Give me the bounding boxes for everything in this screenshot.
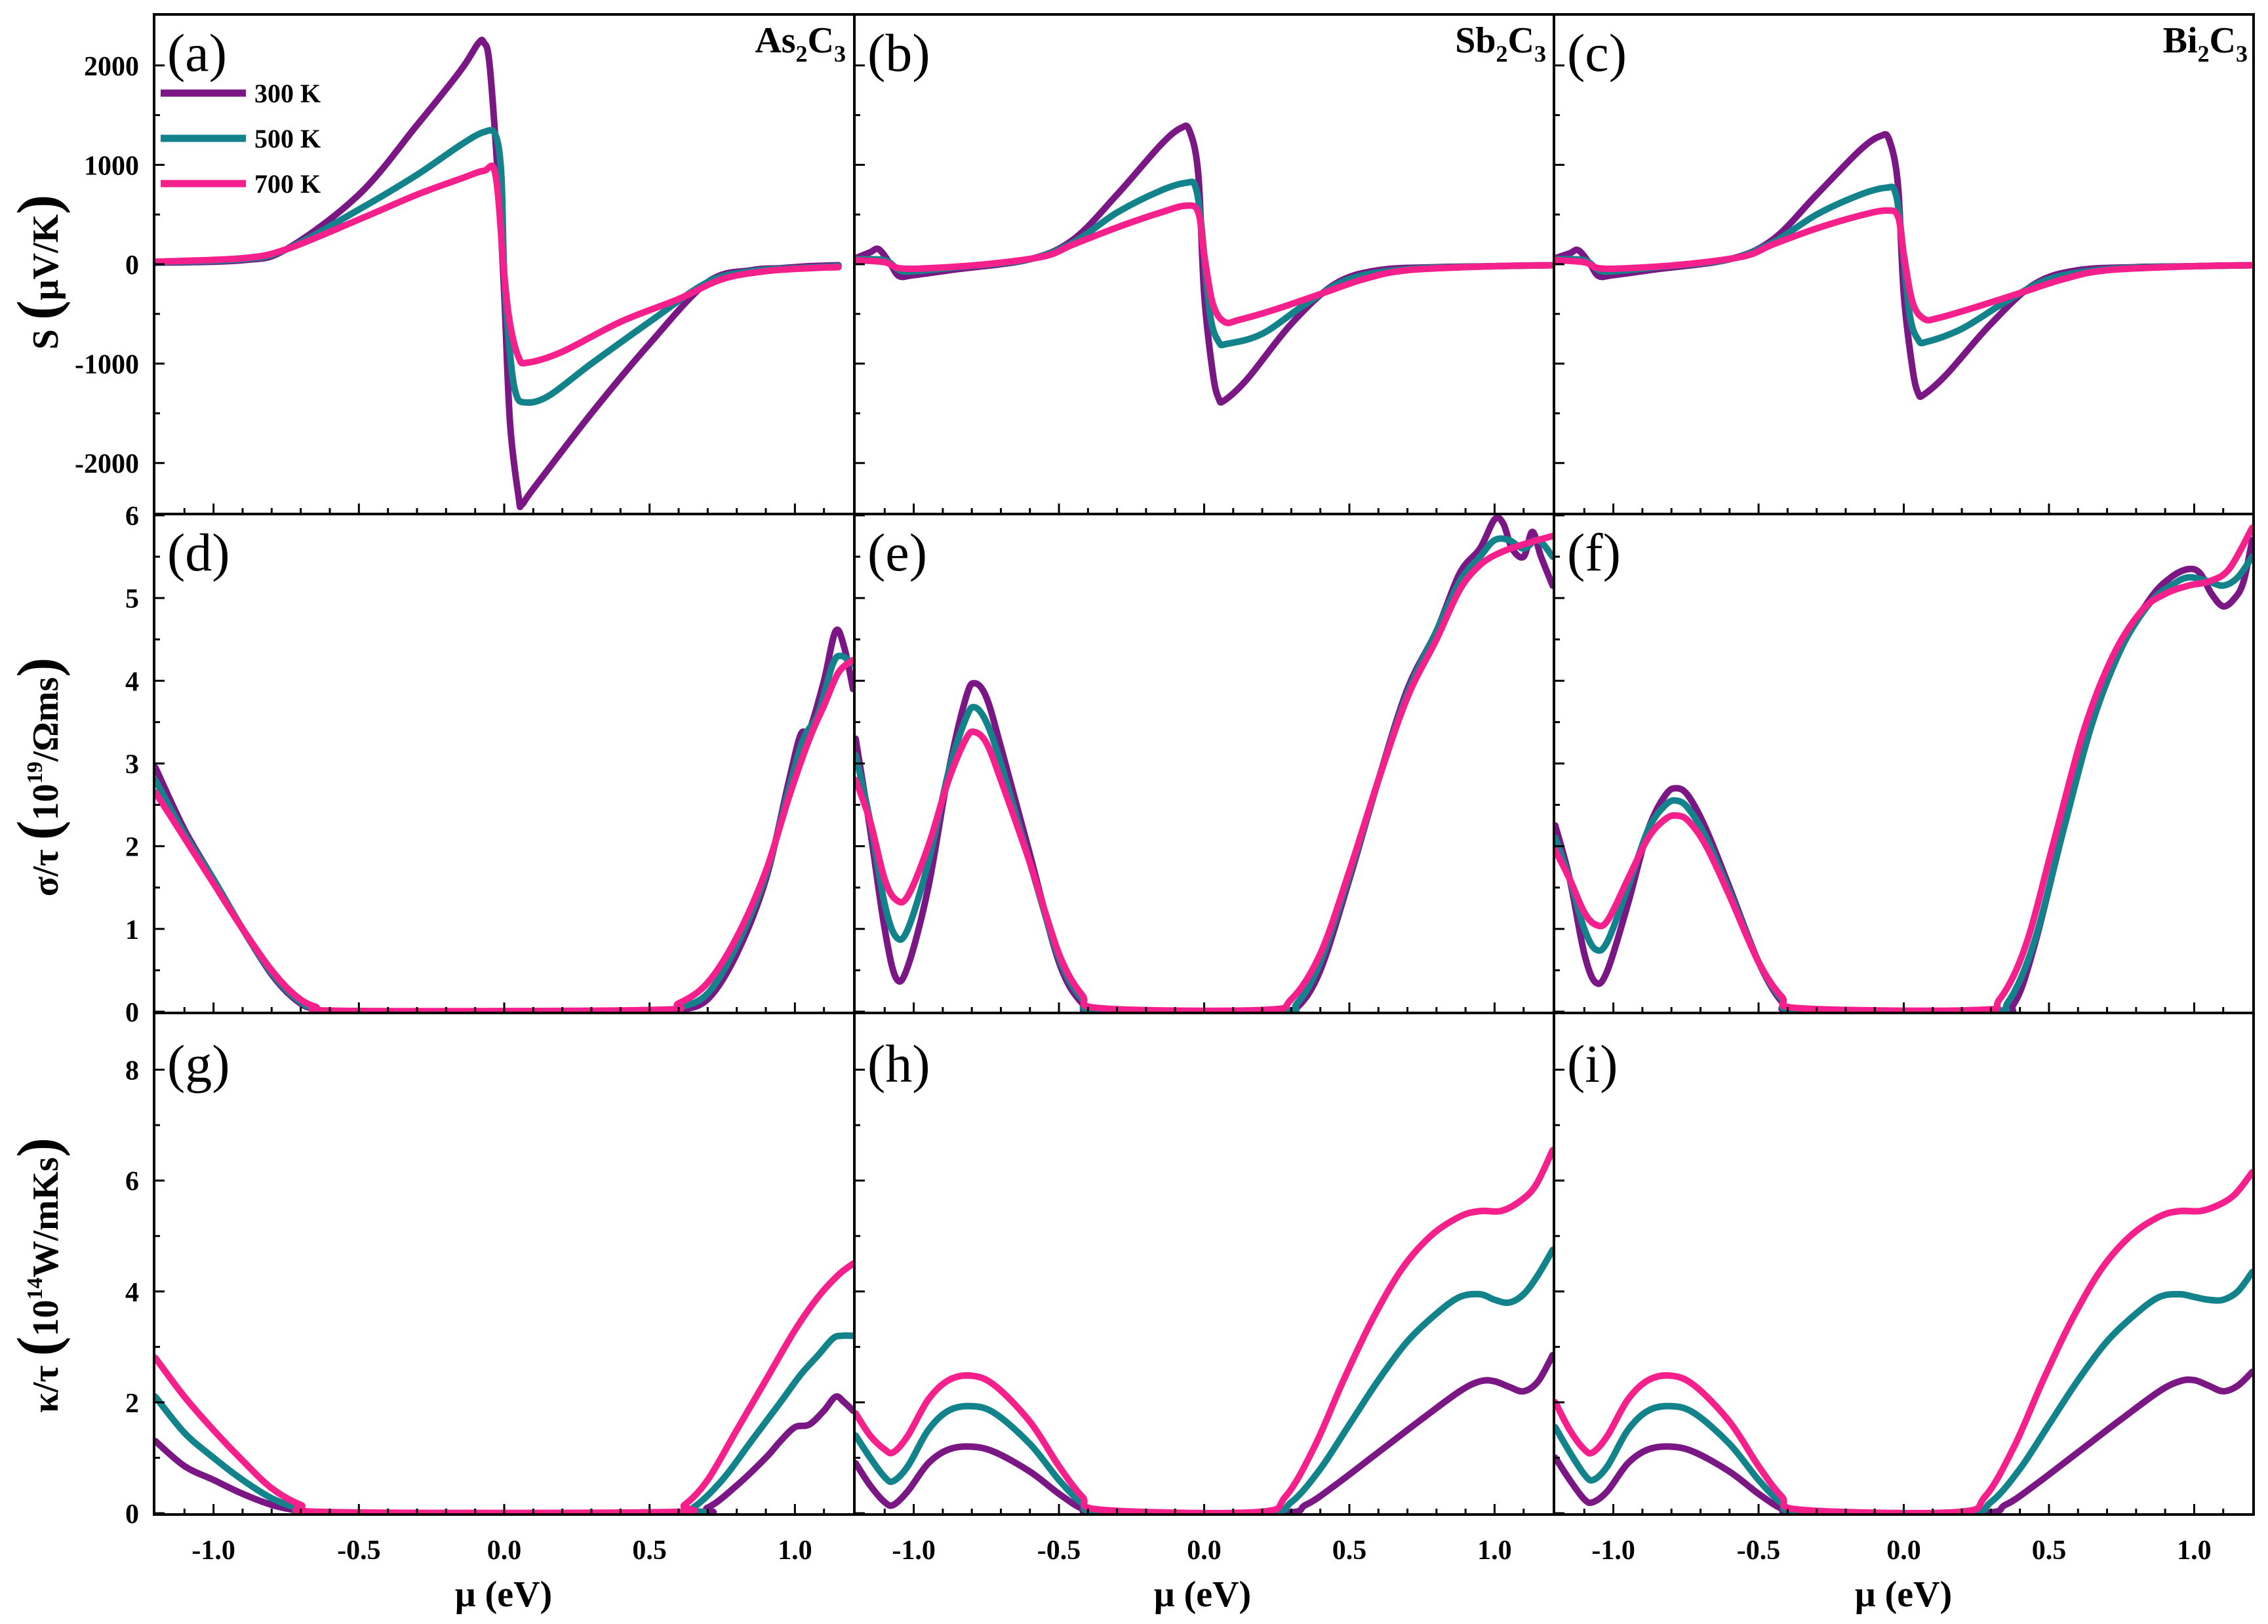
- y-tick-label: 6: [125, 1167, 139, 1197]
- panel-letter-g: (g): [167, 1034, 230, 1094]
- panel-letter-b: (b): [867, 23, 930, 83]
- y-tick-label: 8: [125, 1056, 139, 1086]
- x-tick-label: 1.0: [1477, 1535, 1512, 1566]
- x-tick-label: 0.0: [1187, 1535, 1222, 1566]
- panel-letter-c: (c): [1567, 23, 1627, 83]
- curve-g-700k: [154, 1260, 854, 1515]
- curve-f-700k: [1554, 524, 2254, 1013]
- material-label-sb2c3: Sb2C3: [1455, 20, 1546, 67]
- x-label-col-2: μ (eV): [1154, 1574, 1251, 1615]
- curves-layer: [154, 37, 2254, 1515]
- material-label-as2c3: As2C3: [755, 20, 846, 67]
- x-tick-label: 1.0: [2177, 1535, 2212, 1566]
- curve-d-700k: [154, 656, 854, 1013]
- y-tick-label: -2000: [75, 449, 139, 479]
- panel-f-curves: [1554, 524, 2254, 1013]
- x-tick-label: 0.5: [1332, 1535, 1367, 1566]
- legend-label-700k: 700 K: [254, 169, 321, 199]
- panel-d-curves: [154, 626, 854, 1013]
- legend-label-300k: 300 K: [254, 79, 321, 108]
- panel-letter-d: (d): [167, 523, 230, 582]
- curve-h-700k: [854, 1147, 1554, 1515]
- panel-h-curves: [854, 1147, 1554, 1515]
- y-label-thermal-conductivity: κ/τ (1014W/mKs): [6, 1138, 71, 1413]
- y-axis-labels: S (μV/K) σ/τ (1019/Ωms) κ/τ (1014W/mKs): [6, 195, 71, 1413]
- y-tick-label: 3: [125, 750, 139, 780]
- x-tick-label: 0.5: [2032, 1535, 2067, 1566]
- y-tick-label: 0: [125, 250, 139, 281]
- x-tick-label: 0.0: [1886, 1535, 1921, 1566]
- y-label-conductivity: σ/τ (1019/Ωms): [6, 658, 71, 897]
- panel-i-curves: [1554, 1169, 2254, 1515]
- y-tick-label: 4: [125, 1278, 139, 1308]
- x-tick-label: -1.0: [1591, 1535, 1635, 1566]
- curve-b-700k: [854, 202, 1554, 327]
- curve-i-500k: [1554, 1269, 2254, 1515]
- curve-f-500k: [1554, 553, 2254, 1013]
- material-label-bi2c3: Bi2C3: [2163, 20, 2248, 67]
- curve-h-500k: [854, 1246, 1554, 1515]
- y-tick-label: 1000: [84, 151, 139, 181]
- x-axis-labels: μ (eV) μ (eV) μ (eV): [455, 1574, 1952, 1615]
- legend-label-500k: 500 K: [254, 124, 321, 153]
- x-label-col-3: μ (eV): [1855, 1574, 1952, 1615]
- panel-g-curves: [154, 1260, 854, 1515]
- panel-c-curves: [1554, 130, 2254, 401]
- y-tick-label: 5: [125, 584, 139, 614]
- ticks-layer: -1.0 -0.5 0.0 0.5 1.0 -1.0 -0.5 0.0 0.5 1.0 -1.0 -0…: [75, 52, 2225, 1566]
- x-tick-label: 1.0: [778, 1535, 812, 1566]
- panel-b-curves: [854, 122, 1554, 406]
- panel-letter-a: (a): [167, 23, 227, 83]
- x-label-col-1: μ (eV): [455, 1574, 552, 1615]
- panel-a-curves: [154, 37, 842, 511]
- y-label-seebeck: S (μV/K): [6, 195, 71, 349]
- curve-i-700k: [1554, 1169, 2254, 1515]
- y-tick-label: -1000: [75, 350, 139, 380]
- y-tick-label: 2: [125, 833, 139, 863]
- y-tick-label: 1: [125, 915, 139, 945]
- x-tick-label: 0.0: [487, 1535, 522, 1566]
- x-tick-label: -1.0: [892, 1535, 936, 1566]
- y-tick-label: 6: [125, 502, 139, 532]
- curve-g-300k: [154, 1393, 854, 1515]
- legend: 300 K 500 K 700 K: [161, 79, 321, 199]
- y-tick-label: 0: [125, 998, 139, 1028]
- panel-letters: (a) (b) (c) (d) (e) (f) (g) (h) (i): [167, 23, 1627, 1094]
- x-tick-label: -0.5: [1037, 1535, 1081, 1566]
- panel-e-curves: [854, 514, 1554, 1013]
- panel-letter-e: (e): [867, 523, 927, 582]
- material-labels: As2C3 Sb2C3 Bi2C3: [755, 20, 2248, 67]
- curve-e-300k: [854, 514, 1554, 1013]
- y-tick-label: 2000: [84, 52, 139, 82]
- curve-g-500k: [154, 1332, 854, 1515]
- panel-letter-i: (i): [1567, 1034, 1618, 1094]
- panel-letter-h: (h): [867, 1034, 930, 1094]
- y-tick-label: 4: [125, 667, 139, 697]
- curve-i-300k: [1554, 1368, 2254, 1515]
- x-tick-label: -0.5: [337, 1535, 381, 1566]
- x-tick-label: -0.5: [1737, 1535, 1781, 1566]
- panel-letter-f: (f): [1567, 523, 1621, 582]
- x-tick-label: -1.0: [191, 1535, 235, 1566]
- curve-e-700k: [854, 532, 1554, 1013]
- y-tick-label: 0: [125, 1499, 139, 1530]
- curve-c-700k: [1554, 207, 2254, 324]
- y-tick-label: 2: [125, 1389, 139, 1419]
- curve-a-700k: [154, 162, 842, 366]
- x-tick-label: 0.5: [632, 1535, 667, 1566]
